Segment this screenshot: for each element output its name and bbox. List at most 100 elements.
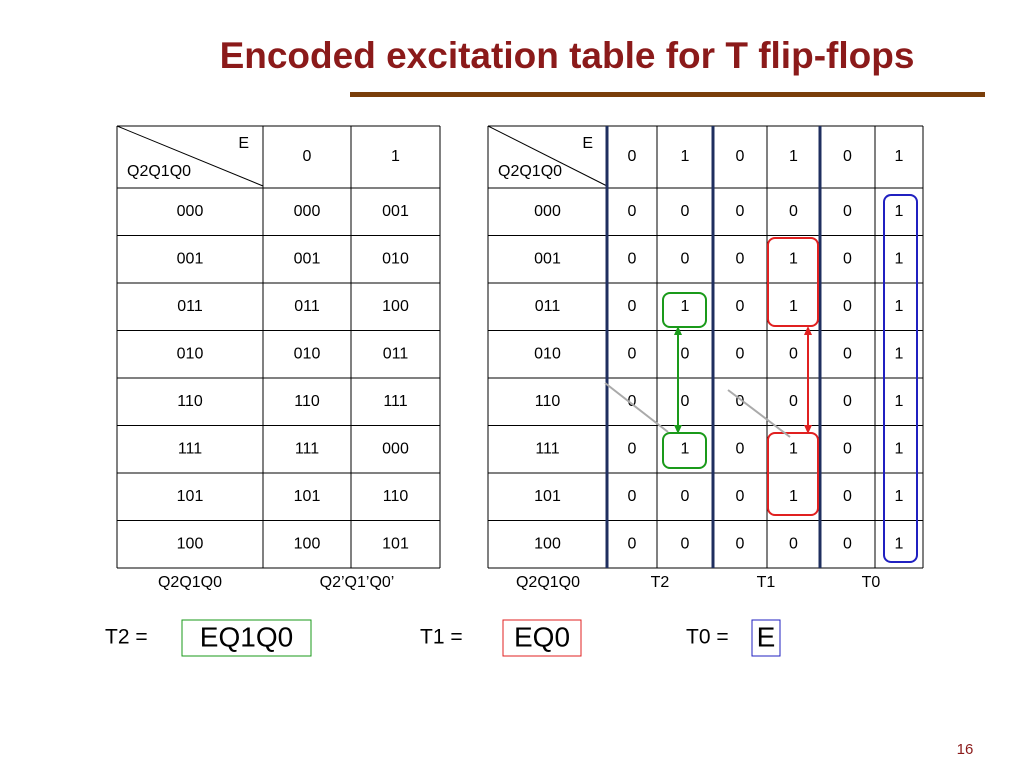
header-cell: 1 (789, 148, 798, 165)
highlight-box (767, 237, 819, 327)
table-cell: 0 (843, 298, 852, 315)
table-cell: 0 (736, 203, 745, 220)
table-cell: 0 (736, 488, 745, 505)
table-cell: 100 (177, 535, 204, 552)
table-cell: 100 (534, 535, 561, 552)
table-cell: 0 (681, 345, 690, 362)
table-cell: 000 (382, 440, 409, 457)
table-cell: 1 (895, 488, 904, 505)
table-cell: 0 (843, 535, 852, 552)
table-cell: 1 (789, 250, 798, 267)
table-cell: 001 (534, 250, 561, 267)
corner-bottom: Q2Q1Q0 (127, 163, 191, 180)
table-cell: 0 (681, 535, 690, 552)
table-cell: 0 (628, 488, 637, 505)
footer-label: T2 (651, 574, 670, 591)
table-cell: 0 (789, 393, 798, 410)
table-cell: 0 (628, 345, 637, 362)
table-cell: 0 (628, 393, 637, 410)
table-cell: 1 (895, 393, 904, 410)
slide-title: Encoded excitation table for T flip-flop… (220, 35, 915, 76)
table-cell: 0 (736, 393, 745, 410)
table-cell: 011 (177, 298, 203, 315)
table-cell: 1 (895, 440, 904, 457)
table-cell: 100 (382, 298, 409, 315)
header-cell: 0 (736, 148, 745, 165)
header-cell: 1 (391, 148, 400, 165)
table-cell: 0 (843, 250, 852, 267)
table-cell: 1 (895, 535, 904, 552)
header-cell: 0 (303, 148, 312, 165)
table-cell: 0 (681, 203, 690, 220)
table-cell: 100 (294, 535, 321, 552)
equation-expr: EQ0 (514, 621, 570, 652)
highlight-box (883, 194, 918, 563)
table-cell: 0 (789, 345, 798, 362)
table-cell: 1 (895, 345, 904, 362)
table-cell: 0 (681, 250, 690, 267)
table-cell: 0 (628, 298, 637, 315)
table-cell: 0 (736, 535, 745, 552)
table-cell: 110 (294, 393, 320, 410)
table-cell: 0 (843, 440, 852, 457)
title-underline (350, 92, 985, 97)
equation-box (181, 619, 312, 657)
table-cell: 111 (383, 393, 407, 410)
header-cell: 1 (681, 148, 690, 165)
table-cell: 1 (789, 298, 798, 315)
table-cell: 0 (736, 440, 745, 457)
table-cell: 0 (736, 250, 745, 267)
equation-label: T2 = (105, 626, 148, 649)
table-cell: 011 (535, 298, 561, 315)
table-cell: 101 (177, 488, 204, 505)
table-cell: 000 (294, 203, 321, 220)
table-cell: 101 (534, 488, 561, 505)
footer-label: T1 (757, 574, 776, 591)
table-cell: 0 (681, 393, 690, 410)
table-cell: 110 (177, 393, 203, 410)
header-cell: 0 (843, 148, 852, 165)
equation-expr: E (757, 621, 776, 652)
table-cell: 0 (789, 203, 798, 220)
equation-expr: EQ1Q0 (200, 621, 293, 652)
table-cell: 0 (628, 203, 637, 220)
table-cell: 0 (843, 203, 852, 220)
table-cell: 101 (382, 535, 409, 552)
table-cell: 110 (383, 488, 409, 505)
page-number: 16 (957, 741, 974, 758)
header-cell: 0 (628, 148, 637, 165)
table-cell: 000 (177, 203, 204, 220)
table-cell: 111 (178, 440, 202, 457)
table-cell: 0 (843, 393, 852, 410)
table-cell: 111 (295, 440, 319, 457)
table-cell: 1 (895, 203, 904, 220)
table-cell: 010 (534, 345, 561, 362)
table-cell: 010 (294, 345, 321, 362)
table-cell: 001 (382, 203, 409, 220)
table-cell: 0 (628, 440, 637, 457)
table-cell: 1 (789, 488, 798, 505)
table-cell: 1 (895, 298, 904, 315)
connector (727, 389, 791, 438)
table-cell: 1 (789, 440, 798, 457)
equation-box (502, 619, 582, 657)
table-cell: 0 (843, 345, 852, 362)
table-cell: 001 (177, 250, 204, 267)
table-cell: 0 (789, 535, 798, 552)
table-cell: 110 (535, 393, 561, 410)
connector (604, 382, 669, 433)
table-cell: 1 (681, 440, 690, 457)
header-cell: 1 (895, 148, 904, 165)
corner-diagonal (487, 125, 608, 187)
footer-label: Q2’Q1’Q0’ (320, 574, 395, 591)
table-cell: 001 (294, 250, 321, 267)
corner-top: E (238, 135, 249, 152)
table-cell: 1 (681, 298, 690, 315)
table-cell: 000 (534, 203, 561, 220)
table-cell: 011 (383, 345, 409, 362)
equation-label: T0 = (686, 626, 729, 649)
equation-label: T1 = (420, 626, 463, 649)
table-cell: 0 (628, 535, 637, 552)
highlight-box (662, 292, 707, 328)
